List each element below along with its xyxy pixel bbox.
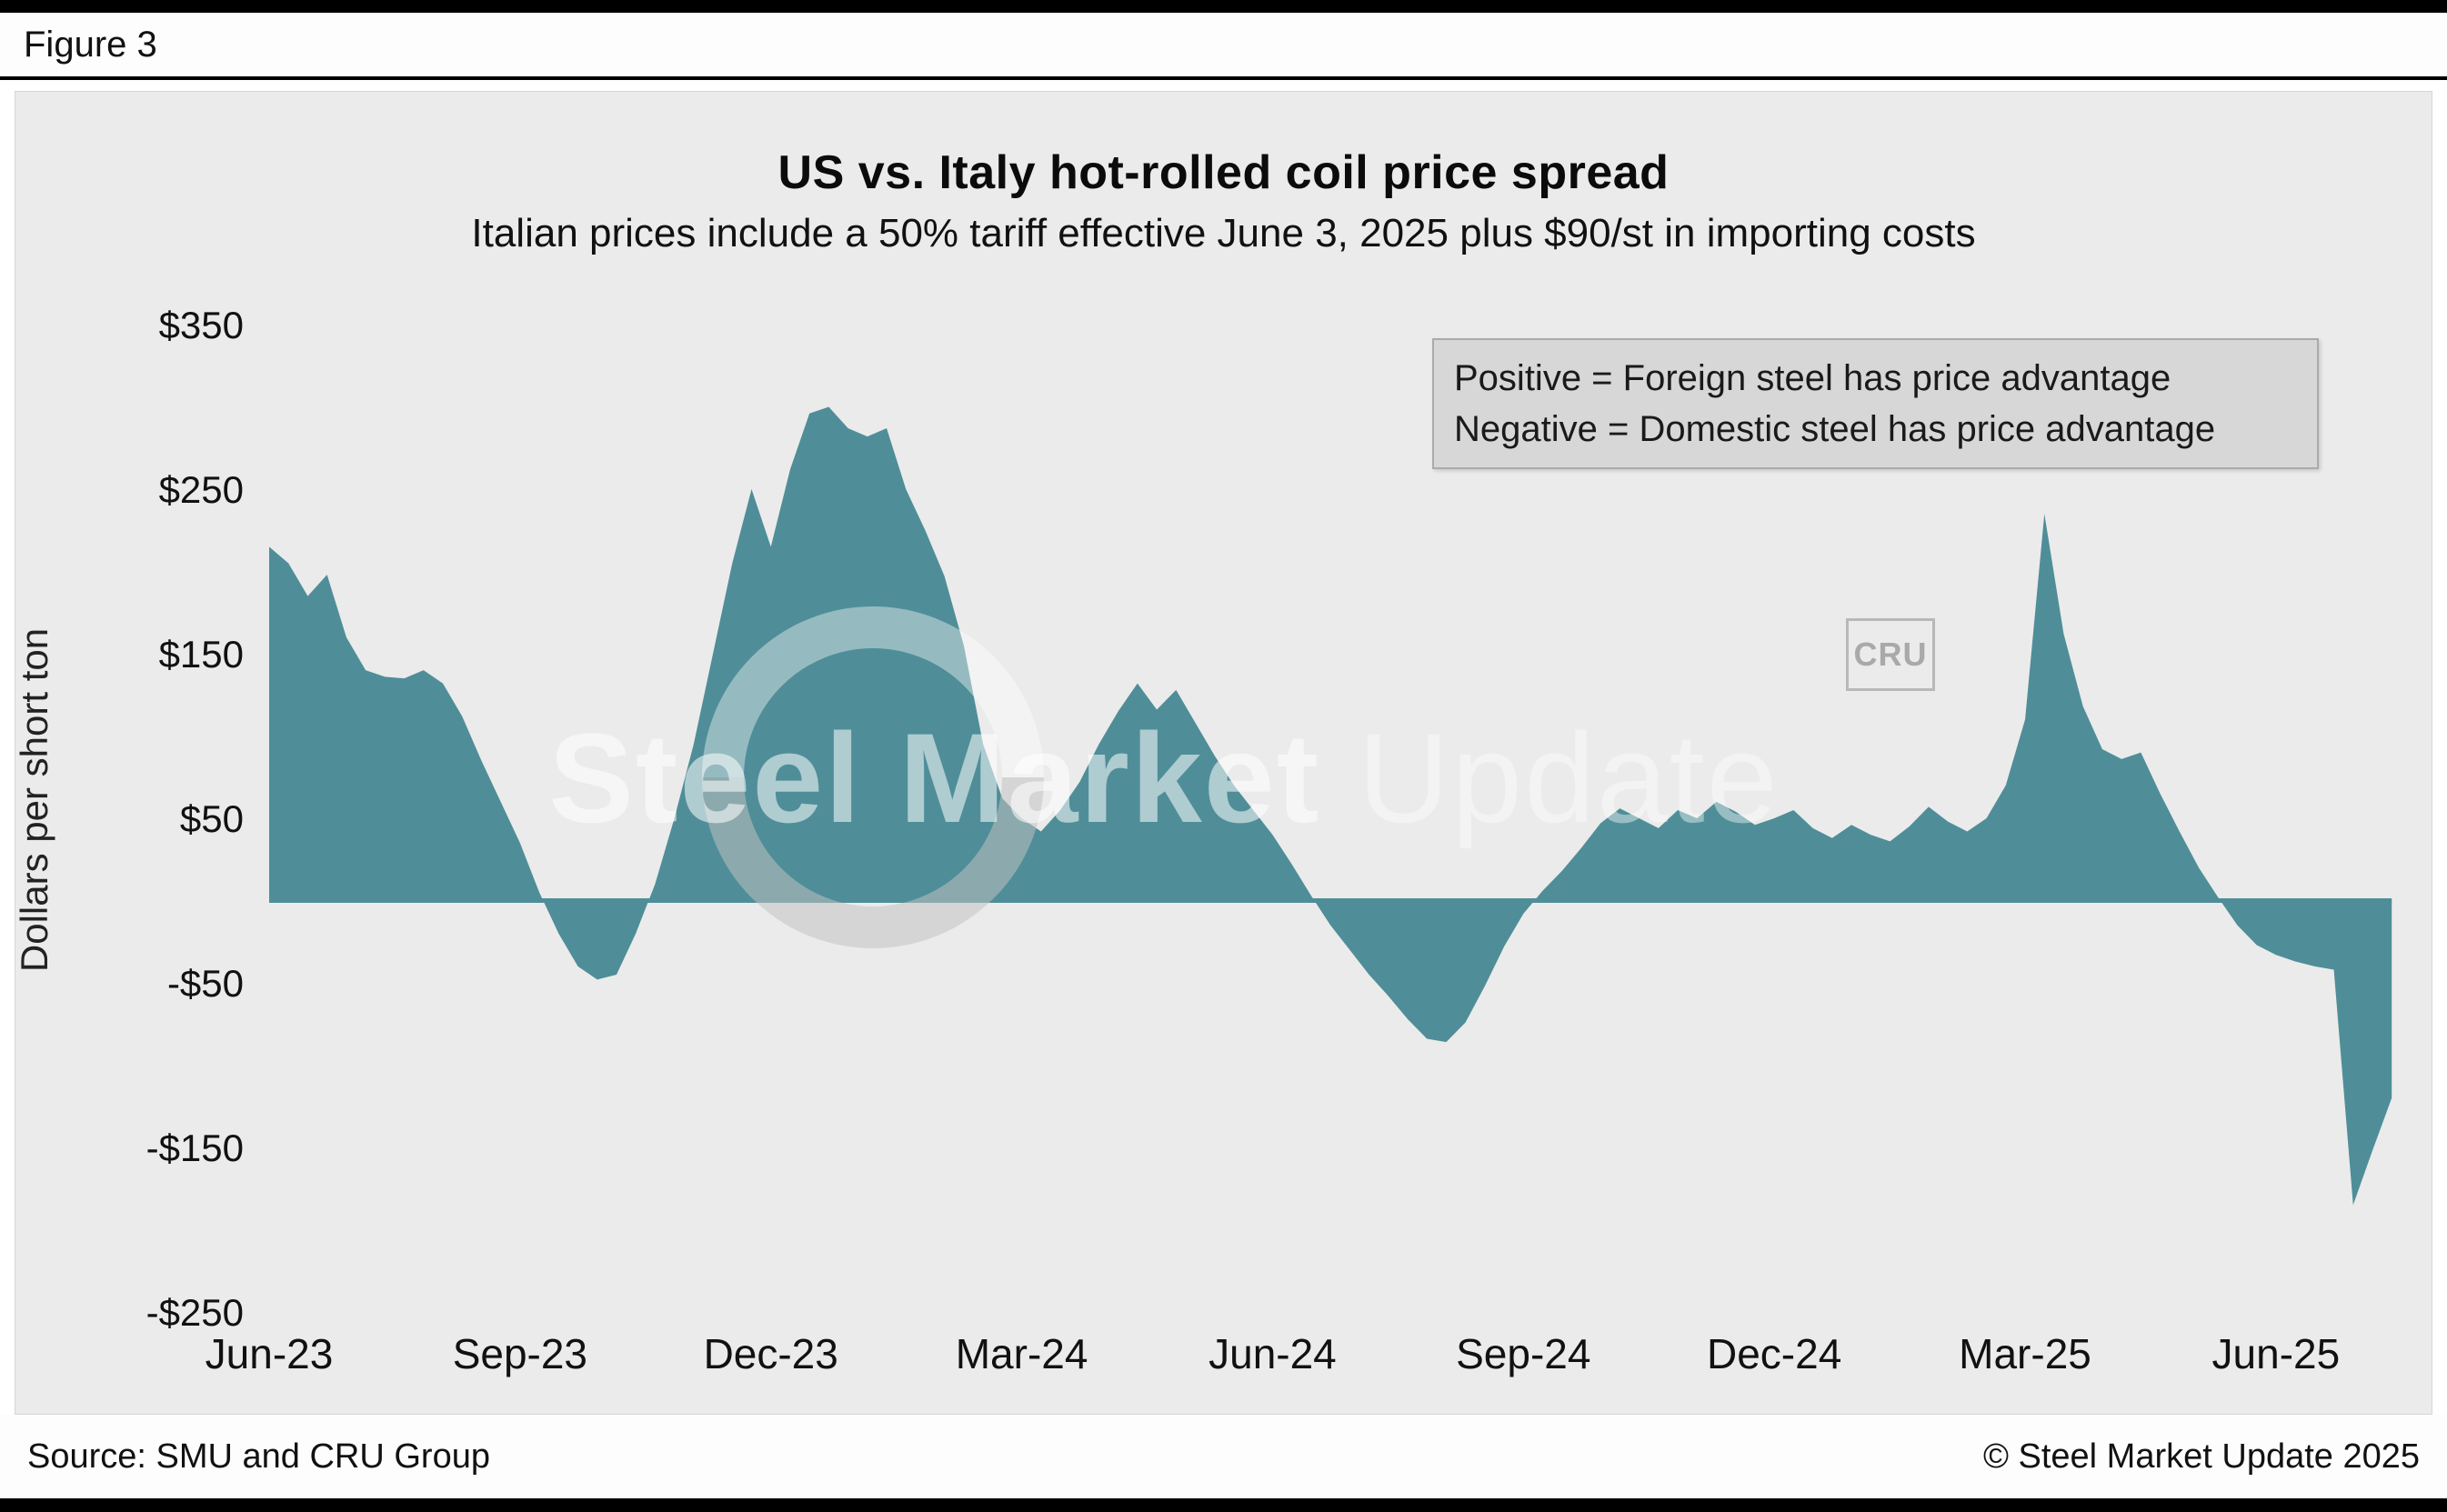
chart-subtitle: Italian prices include a 50% tariff effe… — [471, 211, 1976, 255]
y-tick-label: $250 — [159, 468, 244, 511]
figure-label: Figure 3 — [24, 24, 157, 65]
cru-logo-watermark: CRU — [1846, 618, 1935, 691]
cru-logo-text: CRU — [1853, 636, 1928, 673]
legend-note-box: Positive = Foreign steel has price advan… — [1432, 338, 2319, 469]
legend-note-negative: Negative = Domestic steel has price adva… — [1454, 409, 2216, 449]
y-tick-label: $350 — [159, 304, 244, 346]
x-tick-label: Jun-24 — [1208, 1330, 1337, 1377]
x-tick-label: Dec-23 — [704, 1330, 838, 1377]
x-tick-label: Sep-24 — [1456, 1330, 1590, 1377]
y-tick-label: -$50 — [167, 962, 244, 1005]
y-tick-label: $50 — [180, 797, 244, 840]
source-note: Source: SMU and CRU Group — [27, 1437, 490, 1476]
watermark-arc-icon — [702, 776, 1044, 948]
x-tick-label: Sep-23 — [453, 1330, 587, 1377]
bottom-black-bar — [0, 1498, 2447, 1512]
figure-header: Figure 3 — [0, 13, 2447, 80]
y-tick-label: -$250 — [146, 1291, 244, 1334]
legend-note-positive: Positive = Foreign steel has price advan… — [1454, 358, 2171, 398]
spread-area-series — [269, 406, 2392, 1206]
watermark-circle-icon — [702, 606, 1044, 948]
x-tick-label: Mar-25 — [1959, 1330, 2091, 1377]
x-tick-label: Dec-24 — [1707, 1330, 1841, 1377]
chart-title: US vs. Italy hot-rolled coil price sprea… — [777, 146, 1670, 199]
copyright-note: © Steel Market Update 2025 — [1982, 1437, 2420, 1476]
y-tick-label: $150 — [159, 633, 244, 676]
x-tick-label: Jun-23 — [206, 1330, 334, 1377]
x-tick-label: Mar-24 — [956, 1330, 1088, 1377]
y-axis-title: Dollars per short ton — [13, 627, 55, 973]
y-tick-label: -$150 — [146, 1126, 244, 1169]
x-tick-label: Jun-25 — [2212, 1330, 2341, 1377]
top-black-bar — [0, 0, 2447, 13]
footer: Source: SMU and CRU Group © Steel Market… — [0, 1415, 2447, 1498]
